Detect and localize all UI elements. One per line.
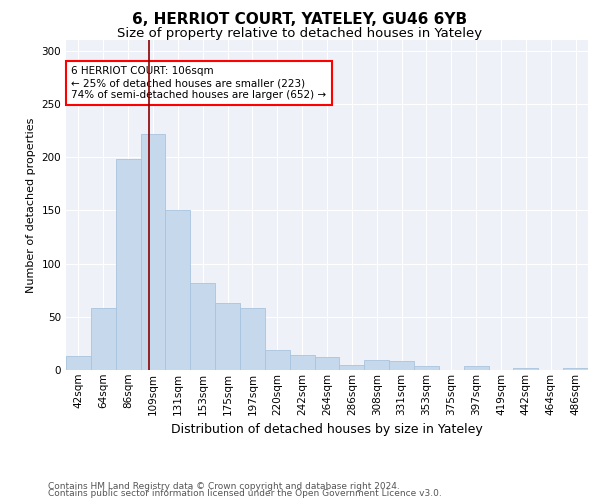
Bar (265, 350, 290, 370)
Text: Contains public sector information licensed under the Open Government Licence v3: Contains public sector information licen… (48, 490, 442, 498)
Bar (190, 282, 215, 370)
Bar (66, 356, 91, 370)
Y-axis label: Number of detached properties: Number of detached properties (26, 118, 36, 292)
Bar (140, 134, 166, 370)
Bar (314, 357, 340, 370)
Bar (240, 308, 265, 370)
Text: 6, HERRIOT COURT, YATELEY, GU46 6YB: 6, HERRIOT COURT, YATELEY, GU46 6YB (133, 12, 467, 28)
Bar (166, 210, 190, 370)
Bar (464, 366, 488, 370)
X-axis label: Distribution of detached houses by size in Yateley: Distribution of detached houses by size … (171, 423, 483, 436)
Text: 6 HERRIOT COURT: 106sqm
← 25% of detached houses are smaller (223)
74% of semi-d: 6 HERRIOT COURT: 106sqm ← 25% of detache… (71, 66, 326, 100)
Bar (215, 303, 240, 370)
Bar (389, 362, 414, 370)
Bar (414, 366, 439, 370)
Bar (514, 368, 538, 370)
Bar (364, 360, 389, 370)
Text: Size of property relative to detached houses in Yateley: Size of property relative to detached ho… (118, 28, 482, 40)
Bar (91, 308, 116, 370)
Bar (563, 368, 588, 370)
Bar (116, 159, 140, 370)
Bar (340, 364, 364, 370)
Bar (290, 355, 314, 370)
Text: Contains HM Land Registry data © Crown copyright and database right 2024.: Contains HM Land Registry data © Crown c… (48, 482, 400, 491)
